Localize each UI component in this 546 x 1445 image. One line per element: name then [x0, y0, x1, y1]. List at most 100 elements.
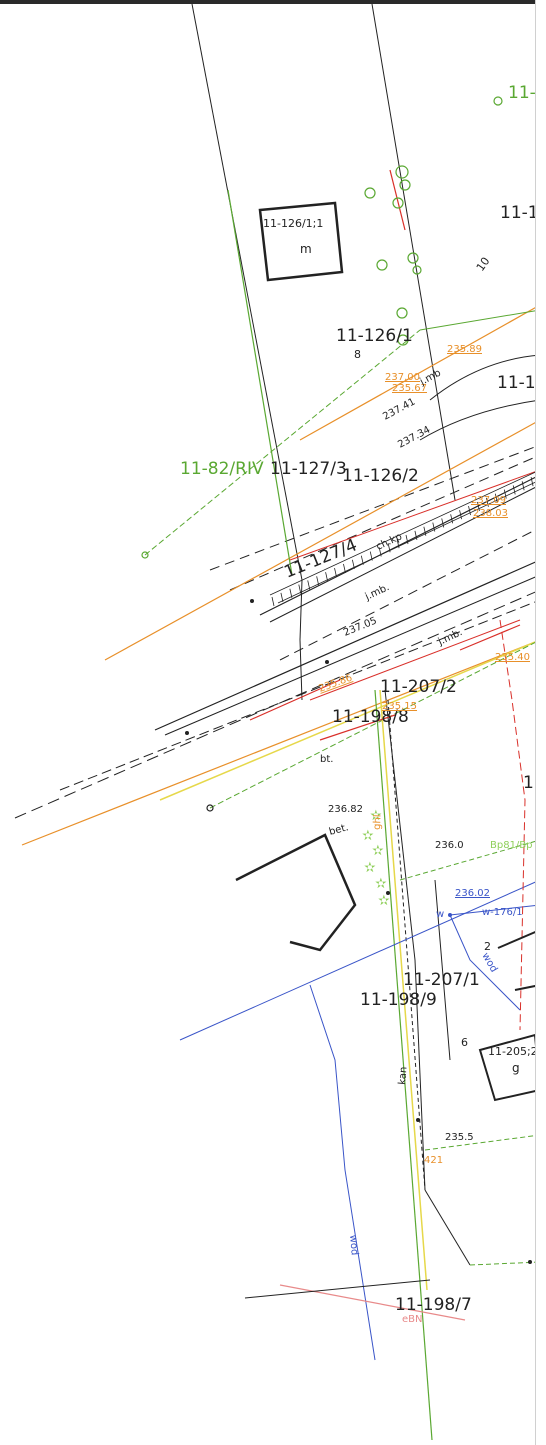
- kerb-tick: [530, 477, 534, 487]
- trees: [141, 96, 503, 812]
- elevation-237-09: 237.09: [471, 495, 506, 506]
- kerb-tick: [468, 505, 471, 516]
- annotations-orange-rotated: ghl: [372, 814, 384, 830]
- pink-line: [279, 1284, 466, 1321]
- annotation-bet: bet.: [328, 822, 350, 838]
- kerb-tick: [512, 485, 516, 495]
- kerb-tick: [298, 584, 302, 594]
- kerb-tick: [325, 572, 328, 582]
- annotation-jmb-3: j.mb.: [436, 627, 464, 648]
- svg-text:✫: ✫: [378, 893, 390, 909]
- label-11-126-2: 11-126/2: [342, 466, 419, 486]
- label-right-1: 11-1: [500, 203, 539, 223]
- kerb-tick: [352, 559, 355, 569]
- elevation-236-02: 236.02: [455, 888, 490, 899]
- annotations-pink: eBN: [402, 1314, 423, 1325]
- kerb-tick: [459, 510, 462, 520]
- number-2: 2: [484, 940, 491, 953]
- kerb-tick: [271, 596, 275, 607]
- kerb-tick: [477, 501, 480, 512]
- annotation-bp: Bp81/Bp: [490, 840, 533, 851]
- kerb-tick: [369, 551, 373, 561]
- elevation-237-41: 237.41: [381, 397, 417, 423]
- annotation-jmb-1: j.mb: [417, 368, 443, 389]
- elevation-237-34: 237.34: [396, 425, 432, 451]
- kerb-tick: [387, 543, 391, 553]
- label-w-176: w-176/1: [482, 907, 523, 918]
- parcel-labels: 11-126/1 11-126/2 11-127/3 11-127/4 11-2…: [270, 203, 545, 1315]
- kerb-tick: [503, 489, 507, 499]
- red-arrows: [249, 169, 521, 741]
- parcel-boundaries: [191, 3, 471, 1266]
- kerb-tick: [450, 514, 454, 524]
- building-top-label: 11-126/1;1: [263, 217, 323, 230]
- elevation-235-67: 235.67: [392, 383, 427, 394]
- label-w: w: [436, 909, 444, 920]
- green-labels: 11- 11-82/RIV: [180, 83, 536, 479]
- black-line-bottom: [244, 1279, 431, 1299]
- road-lines: [14, 304, 546, 846]
- elevation-236-82: 236.82: [328, 804, 363, 815]
- elevation-235-89: 235.89: [447, 344, 482, 355]
- elevation-237-05: 237.05: [342, 615, 379, 638]
- kerb-tick: [289, 588, 293, 598]
- label-11-82-riv: 11-82/RIV: [180, 459, 264, 479]
- label-right-2: 11-1: [497, 373, 536, 393]
- annotation-ghl: ghl: [372, 814, 384, 830]
- building-top-sub: m: [300, 242, 312, 256]
- building-bottom-label: 11-205;2: [488, 1045, 538, 1058]
- kerb-tick: [494, 493, 498, 503]
- shrubs: ✫ ✫ ✫ ✫ ✫ ✫: [362, 808, 390, 909]
- kerb-tick: [280, 592, 284, 602]
- survey-points: [185, 599, 532, 1264]
- number-9: 9: [461, 1035, 468, 1048]
- annotation-ebn: eBN: [402, 1314, 423, 1325]
- label-11-198-9: 11-198/9: [360, 990, 437, 1010]
- elevation-235-5: 235.5: [445, 1132, 474, 1143]
- label-top-right: 11-: [508, 83, 536, 103]
- kerb-tick: [521, 481, 525, 491]
- building-bottom-sub: g: [512, 1061, 520, 1075]
- elevation-421: 421: [424, 1155, 443, 1166]
- elevation-235-40: 235.40: [495, 652, 530, 663]
- kerb-tick: [441, 518, 445, 528]
- green-boundary: [227, 189, 541, 1441]
- kerb-tick: [405, 534, 409, 545]
- elevation-238-03: 238.03: [473, 508, 508, 519]
- annotation-bt: bt.: [320, 754, 333, 765]
- label-11-127-3: 11-127/3: [270, 459, 347, 479]
- red-utility: [499, 619, 526, 1031]
- kerb-tick: [423, 526, 427, 536]
- elevation-237-00: 237.00: [385, 372, 420, 383]
- annotation-jmb-2: j.mb.: [363, 582, 391, 603]
- building-right: [497, 928, 541, 991]
- label-11-207-1: 11-207/1: [403, 970, 480, 990]
- elevation-235-86: 235.86: [317, 673, 354, 695]
- svg-text:✫: ✫: [370, 808, 382, 824]
- building-left: [235, 833, 357, 952]
- svg-text:✫: ✫: [375, 876, 387, 892]
- kerb-tick: [396, 539, 400, 549]
- label-11-126-1: 11-126/1: [336, 326, 413, 346]
- svg-text:✫: ✫: [364, 860, 376, 876]
- map-right-margin: [535, 0, 546, 1445]
- svg-text:✫: ✫: [362, 828, 374, 844]
- kerb-tick: [378, 547, 382, 557]
- map-top-border: [0, 0, 546, 4]
- elevations-blue: 236.02 w-176/1 w wod wod: [347, 888, 523, 1256]
- svg-text:✫: ✫: [372, 843, 384, 859]
- label-11-198-7: 11-198/7: [395, 1295, 472, 1315]
- number-8: 8: [354, 348, 361, 361]
- kerb-tick: [334, 567, 337, 578]
- kerb-tick: [432, 522, 436, 532]
- label-11-207-2: 11-207/2: [380, 677, 457, 697]
- number-10: 10: [474, 255, 493, 274]
- annotation-kan: kan: [397, 1066, 410, 1085]
- kerb-tick: [316, 576, 320, 586]
- water-lines: [179, 879, 541, 1361]
- kerb-tick: [343, 563, 346, 574]
- label-wod: wod: [479, 951, 499, 974]
- annotations-green: Bp81/Bp: [490, 840, 533, 851]
- elevation-235-15: 235.15: [382, 701, 417, 712]
